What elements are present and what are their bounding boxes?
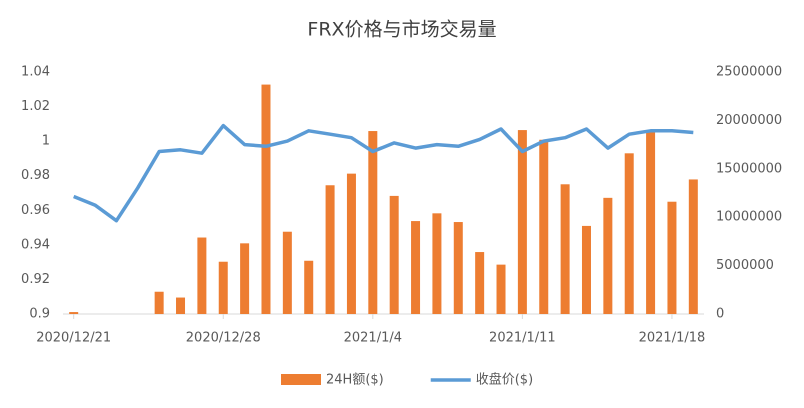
bar: [261, 84, 271, 314]
line: [73, 123, 694, 223]
legend-label: 24H额($): [326, 373, 384, 388]
bar: [624, 153, 634, 314]
x-tick-label: 2021/1/18: [639, 331, 706, 346]
y2-tick-label: 0: [716, 307, 724, 322]
y2-tick-label: 15000000: [716, 161, 782, 176]
y-tick-label: 1.02: [21, 99, 50, 114]
bar: [218, 261, 228, 314]
bar: [346, 173, 356, 314]
bar: [539, 139, 549, 314]
y-tick-label: 0.98: [21, 168, 50, 183]
y2-tick-label: 20000000: [716, 113, 782, 128]
legend-label: 收盘价($): [476, 372, 533, 388]
y-tick-label: 1: [42, 134, 50, 149]
x-tick-label: 2020/12/21: [36, 331, 111, 346]
bar: [517, 130, 527, 314]
bar: [496, 264, 506, 314]
bar: [325, 185, 335, 314]
bar: [240, 243, 250, 314]
y-tick-label: 0.92: [21, 272, 50, 287]
bar: [154, 291, 164, 314]
y-tick-label: 1.04: [21, 65, 50, 80]
bar: [646, 130, 656, 314]
bar: [688, 179, 698, 314]
bar: [304, 260, 314, 314]
y-tick-label: 0.94: [21, 237, 50, 252]
x-tick-label: 2020/12/28: [186, 331, 261, 346]
bar: [560, 184, 570, 314]
x-tick-label: 2021/1/11: [489, 331, 556, 346]
bar: [368, 131, 378, 314]
bar: [453, 222, 463, 314]
bar: [282, 231, 292, 314]
bar: [411, 221, 421, 314]
bar: [197, 237, 207, 314]
y2-tick-label: 10000000: [716, 210, 782, 225]
bar: [581, 225, 591, 314]
legend-swatch: [281, 374, 321, 385]
x-tick-label: 2021/1/4: [344, 331, 402, 346]
chart-title: FRX价格与市场交易量: [307, 19, 496, 41]
bar: [475, 252, 485, 314]
y2-tick-label: 5000000: [716, 258, 774, 273]
bar: [667, 201, 677, 314]
bar: [69, 312, 79, 314]
bar: [389, 195, 399, 314]
y-tick-label: 0.9: [29, 307, 50, 322]
bar: [176, 297, 186, 314]
y-tick-label: 0.96: [21, 203, 50, 218]
y2-tick-label: 25000000: [716, 65, 782, 80]
bar: [603, 197, 613, 314]
bar: [432, 213, 442, 314]
